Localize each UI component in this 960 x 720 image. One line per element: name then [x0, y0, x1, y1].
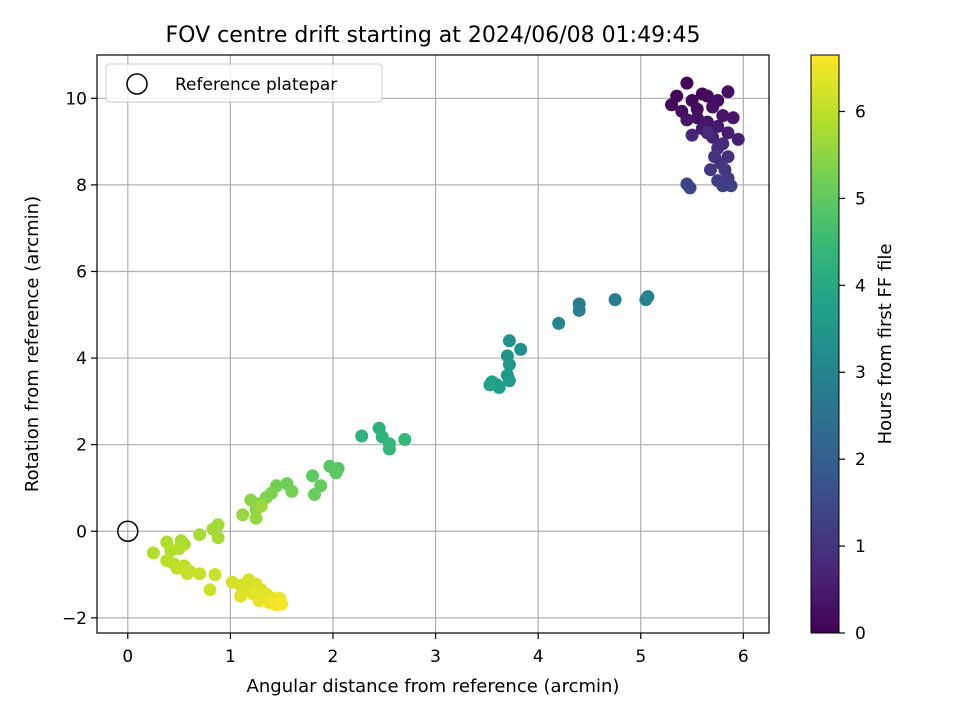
- data-point: [193, 528, 207, 542]
- data-point: [285, 484, 299, 498]
- data-point: [382, 442, 396, 456]
- data-point: [193, 567, 207, 581]
- colorbar-tick-label: 1: [855, 537, 866, 557]
- x-tick-label: 0: [122, 647, 133, 667]
- x-tick-label: 6: [738, 647, 749, 667]
- colorbar-ticks: 0 1 2 3 4 5 6: [839, 102, 866, 644]
- data-point: [683, 181, 697, 195]
- legend-label-reference: Reference platepar: [175, 75, 337, 95]
- legend-marker-icon: [126, 73, 148, 95]
- y-axis-label: Rotation from reference (arcmin): [22, 196, 43, 492]
- data-point: [211, 531, 225, 545]
- data-point: [721, 85, 735, 99]
- data-point: [308, 488, 321, 501]
- data-point: [704, 163, 717, 177]
- colorbar-tick-label: 4: [855, 276, 866, 296]
- data-points: [146, 76, 745, 612]
- x-tick-label: 2: [328, 647, 339, 667]
- y-tick-label: 2: [76, 436, 87, 456]
- reference-marker: [117, 520, 139, 543]
- grid-lines: [97, 55, 769, 633]
- y-tick-label: 10: [65, 89, 87, 109]
- data-point: [208, 568, 222, 582]
- data-point: [608, 293, 622, 307]
- legend-box: [105, 63, 383, 103]
- legend: Reference platepar: [105, 63, 383, 103]
- colorbar-tick-label: 2: [855, 450, 866, 470]
- data-point: [721, 126, 735, 140]
- data-point: [502, 358, 516, 372]
- x-axis-label: Angular distance from reference (arcmin): [247, 676, 620, 697]
- colorbar-tick-label: 3: [855, 363, 866, 383]
- data-point: [355, 429, 369, 443]
- colorbar-label: Hours from first FF file: [875, 244, 896, 445]
- data-point: [502, 374, 516, 388]
- data-point: [398, 433, 412, 446]
- data-point: [275, 597, 289, 611]
- y-tick-label: 4: [76, 349, 87, 369]
- data-point: [329, 466, 343, 480]
- x-axis-ticks: 0 1 2 3 4 5 6: [122, 633, 749, 667]
- colorbar-tick-label: 5: [855, 189, 866, 209]
- data-point: [711, 119, 725, 133]
- colorbar: [810, 54, 840, 634]
- data-point: [172, 542, 186, 556]
- plot-frame: [96, 54, 770, 634]
- y-tick-label: 0: [76, 522, 87, 542]
- data-point: [685, 128, 699, 142]
- data-point: [641, 290, 655, 304]
- y-axis-ticks: −2 0 2 4 6 8 10: [62, 89, 97, 629]
- data-point: [572, 303, 586, 317]
- x-tick-label: 3: [430, 647, 441, 667]
- data-point: [706, 100, 720, 114]
- data-point: [724, 179, 738, 193]
- y-tick-label: −2: [62, 609, 87, 629]
- data-point: [234, 589, 248, 603]
- data-point: [244, 493, 258, 507]
- colorbar-tick-label: 6: [855, 102, 866, 122]
- x-tick-label: 1: [225, 647, 236, 667]
- data-point: [203, 583, 217, 597]
- data-point: [690, 111, 704, 125]
- data-point: [665, 98, 678, 112]
- data-point: [731, 132, 745, 146]
- data-point: [483, 378, 497, 392]
- data-point: [170, 561, 184, 575]
- data-point: [249, 511, 263, 525]
- data-point: [700, 126, 714, 140]
- data-point: [252, 594, 266, 607]
- data-point: [502, 334, 516, 348]
- data-point: [552, 316, 566, 330]
- data-point: [254, 499, 268, 513]
- data-point: [306, 469, 319, 483]
- data-point: [146, 546, 160, 560]
- data-point: [700, 89, 714, 103]
- reference-platepar-icon: [117, 520, 139, 543]
- data-point: [236, 508, 250, 522]
- data-point: [680, 113, 694, 127]
- data-point: [716, 109, 730, 123]
- data-point: [180, 567, 194, 581]
- x-tick-label: 5: [635, 647, 646, 667]
- chart-title: FOV centre drift starting at 2024/06/08 …: [166, 23, 701, 48]
- x-tick-label: 4: [533, 647, 544, 667]
- colorbar-tick-label: 0: [855, 624, 866, 644]
- data-point: [680, 76, 694, 90]
- data-point: [726, 111, 740, 125]
- y-tick-label: 8: [76, 176, 87, 196]
- y-tick-label: 6: [76, 262, 87, 282]
- data-point: [514, 342, 528, 356]
